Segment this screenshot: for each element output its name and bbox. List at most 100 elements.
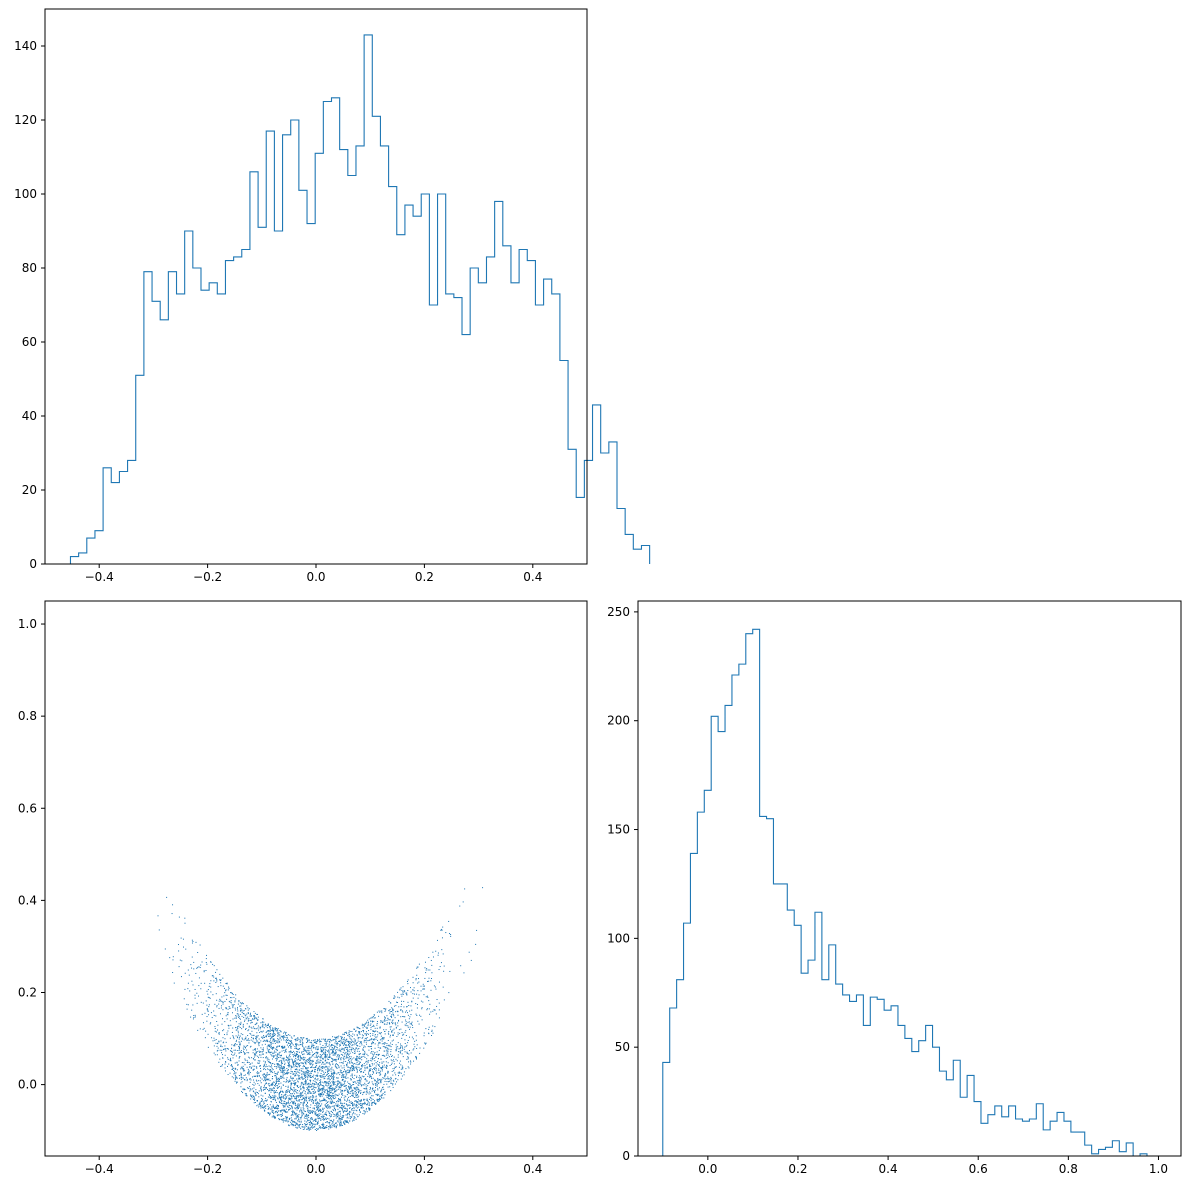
scatter-point [336, 1044, 338, 1046]
scatter-point [276, 1085, 278, 1087]
scatter-point [360, 1068, 362, 1070]
scatter-point [216, 1020, 218, 1022]
scatter-point [278, 1032, 280, 1034]
scatter-point [312, 1110, 314, 1112]
scatter-point [367, 1025, 369, 1027]
scatter-point [424, 961, 426, 963]
scatter-point [309, 1074, 311, 1076]
scatter-point [359, 1061, 361, 1063]
scatter-point [398, 1019, 400, 1021]
scatter-point [288, 1064, 290, 1066]
scatter-point [307, 1106, 309, 1108]
scatter-point [390, 1015, 392, 1017]
scatter-point [218, 1003, 220, 1005]
scatter-point [436, 1005, 438, 1007]
scatter-point [346, 1064, 348, 1066]
scatter-point [381, 1070, 383, 1072]
scatter-point [275, 1073, 277, 1075]
scatter-point [192, 1018, 194, 1020]
scatter-point [374, 1056, 376, 1058]
scatter-point [344, 1077, 346, 1079]
scatter-point [306, 1089, 308, 1091]
scatter-point [222, 1030, 224, 1032]
scatter-point [320, 1118, 322, 1120]
scatter-point [302, 1109, 304, 1111]
scatter-point [264, 1088, 266, 1090]
scatter-point [312, 1088, 314, 1090]
scatter-point [256, 1075, 258, 1077]
scatter-point [374, 1100, 376, 1102]
scatter-point [227, 1074, 229, 1076]
scatter-point [221, 1052, 223, 1054]
scatter-point [369, 1068, 371, 1070]
scatter-point [350, 1117, 352, 1119]
scatter-point [267, 1039, 269, 1041]
scatter-point [314, 1083, 316, 1085]
scatter-point [348, 1111, 350, 1113]
scatter-point [304, 1074, 306, 1076]
scatter-point [409, 1023, 411, 1025]
scatter-point [342, 1073, 344, 1075]
scatter-point [311, 1061, 313, 1063]
scatter-point [309, 1079, 311, 1081]
scatter-point [384, 1078, 386, 1080]
scatter-point [359, 1041, 361, 1043]
scatter-point [296, 1063, 298, 1064]
scatter-point [343, 1070, 345, 1072]
scatter-point [291, 1037, 293, 1039]
scatter-point [199, 967, 201, 969]
scatter-point [222, 1018, 224, 1020]
scatter-point [287, 1059, 289, 1061]
scatter-point [274, 1027, 276, 1029]
scatter-point [325, 1084, 327, 1086]
scatter-point [263, 1066, 265, 1068]
scatter-point [263, 1107, 265, 1109]
scatter-point [274, 1107, 276, 1109]
scatter-point [257, 1093, 259, 1095]
scatter-point [251, 1022, 253, 1024]
scatter-point [294, 1059, 296, 1061]
scatter-point [206, 963, 208, 965]
scatter-point [328, 1059, 330, 1061]
scatter-point [264, 1062, 266, 1064]
scatter-point [298, 1114, 300, 1116]
scatter-point [282, 1095, 284, 1097]
scatter-point [309, 1112, 311, 1114]
scatter-point [251, 1076, 253, 1078]
scatter-point [385, 1046, 387, 1048]
scatter-point [250, 1067, 252, 1069]
scatter-point [356, 1114, 358, 1116]
scatter-point [285, 1111, 287, 1113]
scatter-point [304, 1096, 306, 1098]
scatter-point [424, 977, 426, 979]
scatter-point [368, 1066, 370, 1068]
scatter-point [256, 1067, 258, 1069]
scatter-point [294, 1121, 296, 1123]
scatter-point [274, 1071, 276, 1073]
scatter-point [295, 1126, 297, 1128]
scatter-point [263, 1109, 265, 1111]
scatter-point [225, 990, 227, 992]
scatter-point [257, 1025, 259, 1027]
scatter-point [294, 1089, 296, 1091]
scatter-point [341, 1084, 343, 1086]
scatter-point [337, 1111, 339, 1113]
scatter-point [366, 1091, 368, 1093]
scatter-point [413, 1048, 415, 1050]
scatter-point [266, 1065, 268, 1067]
scatter-point [359, 1111, 361, 1113]
scatter-point [369, 1076, 371, 1078]
scatter-point [229, 1059, 231, 1061]
scatter-point [310, 1092, 312, 1094]
scatter-point [276, 1058, 278, 1060]
scatter-point [332, 1051, 334, 1053]
scatter-point [272, 1053, 274, 1055]
scatter-point [364, 1033, 366, 1035]
scatter-point [320, 1104, 322, 1106]
scatter-point [294, 1079, 296, 1081]
scatter-point [286, 1119, 288, 1121]
scatter-point [282, 1091, 284, 1093]
scatter-point [281, 1045, 283, 1047]
scatter-point [316, 1098, 318, 1100]
scatter-point [190, 1016, 192, 1018]
